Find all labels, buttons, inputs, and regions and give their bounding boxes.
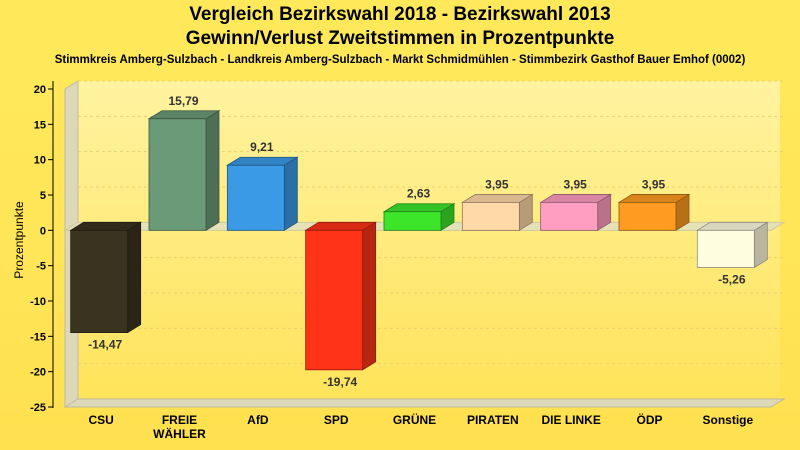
- bar: [618, 202, 677, 231]
- y-tick-label: 10: [34, 155, 46, 167]
- x-tick-label: GRÜNE: [393, 412, 436, 427]
- x-tick-label: DIE LINKE: [541, 413, 600, 427]
- bar-side: [283, 156, 298, 232]
- y-tick-label: -20: [30, 367, 46, 379]
- bar: [70, 229, 129, 333]
- bar-top: [69, 221, 143, 231]
- x-tick-label: PIRATEN: [467, 413, 519, 427]
- y-axis-label: Prozentpunkte: [12, 201, 26, 279]
- data-label: 9,21: [250, 140, 274, 154]
- x-tick-label: FREIE: [162, 413, 197, 427]
- chart-title-2: Gewinn/Verlust Zweitstimmen in Prozentpu…: [185, 28, 615, 49]
- bar-top: [539, 194, 613, 203]
- chart-title: Vergleich Bezirkswahl 2018 - Bezirkswahl…: [189, 4, 611, 25]
- bar-top: [382, 203, 456, 213]
- data-label: 3,95: [485, 177, 509, 191]
- y-tick-label: 0: [40, 225, 46, 237]
- bar-side: [205, 110, 220, 232]
- bar: [461, 202, 520, 231]
- y-tick-label: 20: [34, 84, 46, 96]
- y-tick-label: -5: [36, 261, 46, 273]
- y-tick-label: -10: [30, 296, 46, 308]
- floor: [63, 398, 786, 408]
- data-label: 2,63: [407, 187, 431, 201]
- data-label: 15,79: [168, 94, 198, 108]
- bar-side: [127, 221, 142, 334]
- bar-top: [225, 156, 299, 166]
- data-label: -19,74: [323, 375, 357, 389]
- data-label: 3,95: [563, 177, 587, 191]
- data-label: -5,26: [718, 273, 746, 287]
- bar: [696, 229, 755, 268]
- bar: [540, 202, 599, 231]
- bar-side: [362, 221, 377, 371]
- bar-top: [460, 194, 534, 203]
- x-tick-label: SPD: [324, 413, 349, 427]
- bar: [305, 229, 364, 371]
- bar: [148, 118, 207, 231]
- y-tick-label: -15: [30, 331, 46, 343]
- bar-top: [617, 194, 691, 203]
- bar-top: [304, 221, 378, 231]
- data-label: 3,95: [642, 177, 666, 191]
- x-tick-label: Sonstige: [702, 413, 753, 427]
- y-tick-label: -25: [30, 402, 46, 414]
- bar: [226, 164, 285, 231]
- bar-top: [147, 110, 221, 120]
- x-tick-label: CSU: [88, 413, 113, 427]
- x-tick-label: WÄHLER: [153, 426, 206, 441]
- x-tick-label: AfD: [247, 413, 269, 427]
- chart-subtitle: Stimmkreis Amberg-Sulzbach - Landkreis A…: [54, 54, 746, 66]
- data-label: -14,47: [88, 338, 122, 352]
- bar-top: [695, 221, 769, 231]
- y-tick-label: 5: [40, 190, 46, 202]
- x-tick-label: ÖDP: [636, 412, 662, 427]
- y-tick-label: 15: [34, 119, 46, 131]
- bar: [383, 211, 442, 231]
